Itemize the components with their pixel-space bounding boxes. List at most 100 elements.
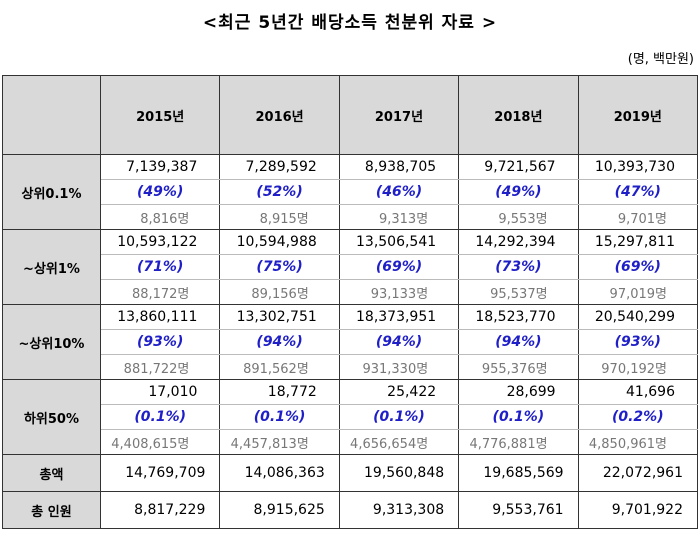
count-cell: 4,408,615명 [99,429,221,455]
ratio-cell: (47%) [577,179,699,205]
count-cell: 93,133명 [338,279,460,305]
count-cell: 970,192명 [577,354,699,380]
ratio-cell: (94%) [458,329,579,355]
total-cell: 9,701,922 [577,491,699,529]
amount-cell: 25,422 [338,379,460,405]
ratio-cell: (69%) [338,254,460,280]
total-cell: 14,086,363 [219,454,340,492]
title: <최근 5년간 배당소득 천분위 자료 > [202,13,498,33]
count-cell: 4,850,961명 [577,429,699,455]
group-row: (93%) (94%) (94%) (94%) (93%) [3,329,699,355]
amount-cell: 15,297,811 [577,229,699,255]
amount-cell: 9,721,567 [458,154,579,180]
ratio-cell: (52%) [219,179,340,205]
ratio-cell: (49%) [458,179,579,205]
group-row: 8,816명 8,915명 9,313명 9,553명 9,701명 [3,204,699,230]
amount-cell: 10,594,988 [219,229,340,255]
corner-cell [2,75,101,155]
total-cell: 22,072,961 [577,454,699,492]
ratio-cell: (0.1%) [338,404,460,430]
group-row: (49%) (52%) (46%) (49%) (47%) [3,179,699,205]
amount-cell: 17,010 [99,379,221,405]
count-cell: 88,172명 [99,279,221,305]
amount-cell: 18,523,770 [458,304,579,330]
group-row: ~상위10% 13,860,111 13,302,751 18,373,951 18,5… [2,304,699,380]
ratio-cell: (69%) [577,254,699,280]
ratio-cell: (73%) [458,254,579,280]
total-cell: 9,553,761 [458,491,579,529]
amount-cell: 8,938,705 [338,154,460,180]
year-header: 2015년 [99,75,221,155]
count-cell: 95,537명 [458,279,579,305]
ratio-cell: (0.1%) [219,404,340,430]
count-cell: 89,156명 [219,279,340,305]
ratio-cell: (75%) [219,254,340,280]
group-row: 88,172명 89,156명 93,133명 95,537명 97,019명 [3,279,699,305]
ratio-cell: (71%) [99,254,221,280]
ratio-cell: (94%) [219,329,340,355]
dividend-table: 2015년 2016년 2017년 2018년 2019년 상위0.1% 7,139,387… [2,75,699,529]
unit-note: (명, 백만원) [627,52,694,67]
count-cell: 931,330명 [338,354,460,380]
year-header: 2017년 [338,75,460,155]
count-cell: 881,722명 [99,354,221,380]
ratio-cell: (93%) [99,329,221,355]
amount-cell: 18,373,951 [338,304,460,330]
total-cell: 9,313,308 [338,491,460,529]
group-label: 하위50% [2,379,101,455]
year-header: 2019년 [577,75,699,155]
amount-cell: 41,696 [577,379,699,405]
amount-cell: 10,593,122 [99,229,221,255]
group-label: ~상위10% [2,304,101,380]
header-row: 2015년 2016년 2017년 2018년 2019년 [2,75,699,155]
total-label: 총 인원 [2,491,101,529]
group-row: 하위50% 17,010 18,772 25,422 28,699 41,696 [2,379,699,455]
amount-cell: 14,292,394 [458,229,579,255]
ratio-cell: (46%) [338,179,460,205]
count-cell: 4,457,813명 [219,429,340,455]
amount-cell: 10,393,730 [577,154,699,180]
count-cell: 891,562명 [219,354,340,380]
group-row: 881,722명 891,562명 931,330명 955,376명 970,192명 [3,354,699,380]
total-cell: 8,817,229 [99,491,221,529]
ratio-cell: (93%) [577,329,699,355]
group-row: 4,408,615명 4,457,813명 4,656,654명 4,776,881명… [3,429,699,455]
ratio-cell: (0.2%) [577,404,699,430]
count-cell: 8,816명 [99,204,221,230]
amount-cell: 7,289,592 [219,154,340,180]
count-cell: 9,313명 [338,204,460,230]
group-row: (71%) (75%) (69%) (73%) (69%) [3,254,699,280]
group-row: 상위0.1% 7,139,387 7,289,592 8,938,705 9,721,5… [2,154,699,230]
count-cell: 9,553명 [458,204,579,230]
ratio-cell: (49%) [99,179,221,205]
group-row: ~상위1% 10,593,122 10,594,988 13,506,541 14,29… [2,229,699,305]
group-label: ~상위1% [2,229,101,305]
count-cell: 97,019명 [577,279,699,305]
year-header: 2016년 [219,75,340,155]
ratio-cell: (0.1%) [99,404,221,430]
count-cell: 9,701명 [577,204,699,230]
ratio-cell: (94%) [338,329,460,355]
total-row: 총액 14,769,709 14,086,363 19,560,848 19,685,5… [2,454,699,492]
total-label: 총액 [2,454,101,492]
ratio-cell: (0.1%) [458,404,579,430]
count-cell: 4,656,654명 [338,429,460,455]
total-cell: 19,685,569 [458,454,579,492]
amount-cell: 13,860,111 [99,304,221,330]
amount-cell: 7,139,387 [99,154,221,180]
total-cell: 8,915,625 [219,491,340,529]
amount-cell: 13,506,541 [338,229,460,255]
total-row: 총 인원 8,817,229 8,915,625 9,313,308 9,553,761… [2,491,699,529]
group-label: 상위0.1% [2,154,101,230]
amount-cell: 28,699 [458,379,579,405]
amount-cell: 18,772 [219,379,340,405]
amount-cell: 20,540,299 [577,304,699,330]
count-cell: 8,915명 [219,204,340,230]
amount-cell: 13,302,751 [219,304,340,330]
count-cell: 4,776,881명 [458,429,579,455]
total-cell: 19,560,848 [338,454,460,492]
group-row: (0.1%) (0.1%) (0.1%) (0.1%) (0.2%) [3,404,699,430]
year-header: 2018년 [458,75,579,155]
count-cell: 955,376명 [458,354,579,380]
